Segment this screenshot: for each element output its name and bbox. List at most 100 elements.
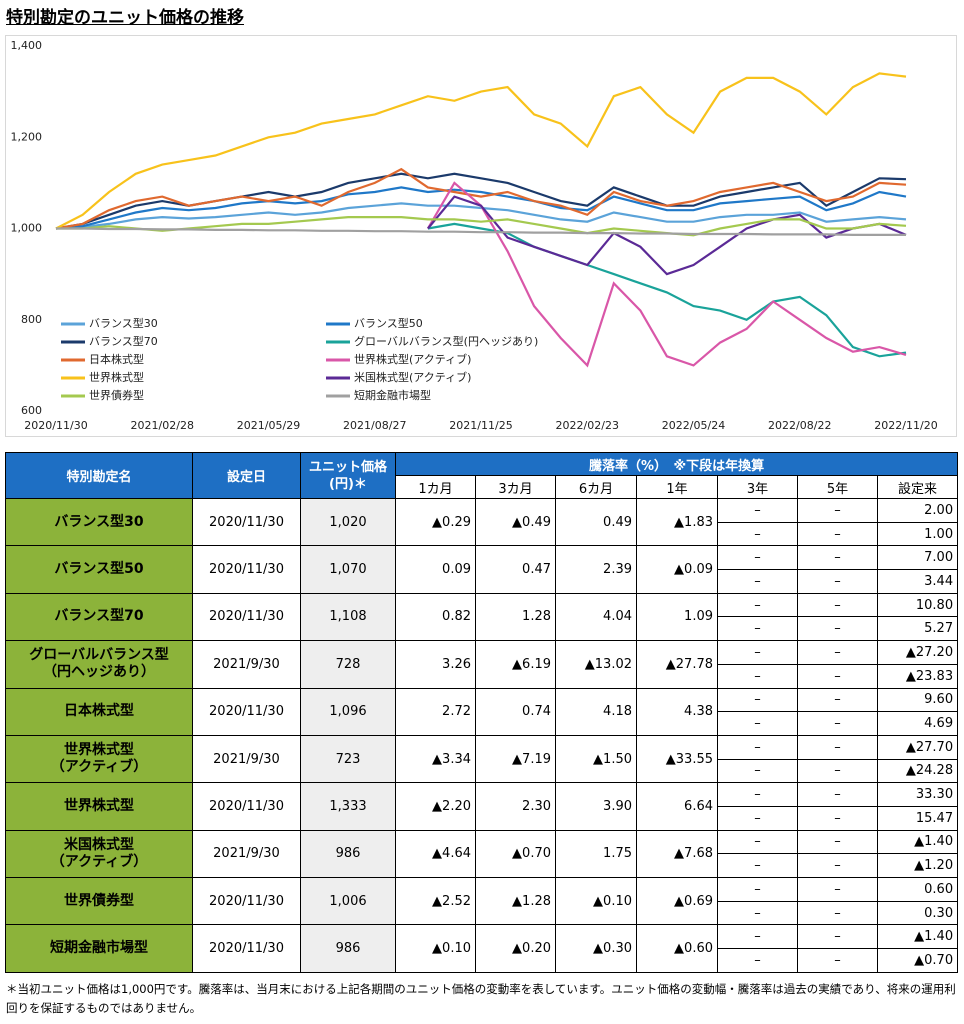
return-cell: ▲0.69 — [636, 876, 718, 926]
since-inception-cell: ▲27.70 — [876, 734, 959, 760]
five-year-cell: – — [797, 829, 878, 855]
subheader-cell: 1カ月 — [395, 475, 476, 499]
since-inception-cell: ▲1.20 — [876, 853, 959, 878]
return-cell: 2.30 — [475, 782, 556, 831]
subheader-cell: 3年 — [717, 475, 798, 499]
header-cell: 設定日 — [192, 452, 301, 499]
three-year-cell: – — [717, 853, 798, 878]
fund-name-line: （アクティブ） — [50, 759, 148, 776]
table-row: – –5.27 — [6, 616, 959, 642]
five-year-cell: – — [797, 687, 878, 713]
five-year-cell: – — [797, 877, 878, 902]
legend-label: グローバルバランス型(円ヘッジあり) — [354, 334, 538, 348]
return-cell: ▲27.78 — [636, 640, 718, 689]
since-inception-cell: ▲24.28 — [876, 758, 959, 784]
subheader-cell: 設定来 — [876, 475, 959, 499]
x-tick-label: 2021/05/29 — [237, 419, 300, 432]
subheader-cell: 5年 — [797, 475, 878, 499]
x-tick-label: 2020/11/30 — [24, 419, 87, 432]
fund-name: 世界株式型 — [5, 782, 193, 831]
since-inception-cell: 3.44 — [876, 569, 959, 594]
return-cell: ▲0.30 — [555, 924, 637, 973]
five-year-cell: – — [797, 924, 878, 950]
return-cell: ▲0.70 — [475, 829, 556, 879]
three-year-cell: – — [717, 711, 798, 736]
five-year-cell: – — [797, 616, 878, 642]
return-cell: 3.90 — [555, 782, 637, 831]
fund-name-line: 日本株式型 — [64, 703, 134, 720]
return-cell: ▲1.28 — [475, 876, 556, 926]
five-year-cell: – — [797, 663, 878, 689]
fund-name-line: バランス型30 — [54, 513, 144, 530]
return-cell: 0.47 — [475, 545, 556, 594]
return-cell: ▲4.64 — [395, 829, 476, 879]
return-cell: 0.49 — [555, 497, 637, 547]
table-row: 短期金融市場型 2020/11/30 986 ▲0.10 ▲0.20 ▲0.30 ▲0.60… — [5, 924, 959, 973]
return-cell: 4.04 — [555, 592, 637, 642]
five-year-cell: – — [797, 734, 878, 760]
return-cell: ▲7.68 — [636, 829, 718, 879]
since-inception-cell: ▲0.70 — [876, 948, 959, 973]
start-date: 2020/11/30 — [192, 687, 301, 736]
return-cell: ▲6.19 — [475, 640, 556, 689]
fund-name: 世界株式型 （アクティブ） — [5, 734, 193, 784]
unit-price: 986 — [300, 924, 396, 973]
start-date: 2021/9/30 — [192, 734, 301, 784]
three-year-cell: – — [717, 569, 798, 594]
table-row: – –15.47 — [6, 805, 959, 831]
return-cell: 3.26 — [395, 640, 476, 689]
x-tick-label: 2022/05/24 — [662, 419, 725, 432]
five-year-cell: – — [797, 521, 878, 547]
three-year-cell: – — [717, 948, 798, 973]
five-year-cell: – — [797, 948, 878, 973]
three-year-cell: – — [717, 687, 798, 713]
three-year-cell: – — [717, 663, 798, 689]
table: 特別勘定名 設定日 ユニット価格(円)＊ 騰落率（%） ※下段は年換算 1カ月 3カ月 6カ… — [5, 452, 959, 973]
legend-label: バランス型30 — [89, 316, 158, 330]
since-inception-cell: 4.69 — [876, 711, 959, 736]
since-inception-cell: 15.47 — [876, 805, 959, 831]
table-row: バランス型50 2020/11/30 1,070 0.09 0.47 2.39 ▲0.09–… — [5, 545, 959, 594]
chart: 600 800 1,000 1,200 1,400 2020/11/30 2021/02/2… — [5, 35, 957, 437]
three-year-cell: – — [717, 877, 798, 902]
fund-name-line: 世界債券型 — [64, 892, 134, 909]
return-cell: ▲0.29 — [395, 497, 476, 547]
return-cell: ▲3.34 — [395, 734, 476, 784]
five-year-cell: – — [797, 640, 878, 665]
x-tick-label: 2022/11/20 — [874, 419, 937, 432]
start-date: 2020/11/30 — [192, 924, 301, 973]
table-row: – –0.30 — [6, 900, 959, 926]
table-row: 世界株式型 （アクティブ） 2021/9/30 723 ▲3.34 ▲7.19 ▲1.50 ▲… — [5, 734, 959, 784]
fund-name: バランス型70 — [5, 592, 193, 642]
return-cell: 1.75 — [555, 829, 637, 879]
start-date: 2020/11/30 — [192, 545, 301, 594]
legend-label: 世界株式型(アクティブ) — [354, 352, 471, 366]
since-inception-cell: 10.80 — [876, 592, 959, 618]
series-line — [55, 167, 907, 230]
unit-price: 1,108 — [300, 592, 396, 642]
y-tick-label: 1,200 — [11, 130, 43, 143]
three-year-cell: – — [717, 805, 798, 831]
return-cell: 1.09 — [636, 592, 718, 642]
x-tick-label: 2022/08/22 — [768, 419, 831, 432]
since-inception-cell: 5.27 — [876, 616, 959, 642]
five-year-cell: – — [797, 782, 878, 807]
fund-name: グローバルバランス型 （円ヘッジあり） — [5, 640, 193, 689]
three-year-cell: – — [717, 734, 798, 760]
subheader-cell: 6カ月 — [555, 475, 637, 499]
table-row: – – ▲23.83 — [6, 663, 959, 689]
since-inception-cell: 9.60 — [876, 687, 959, 713]
y-tick-label: 1,400 — [11, 39, 43, 52]
since-inception-cell: ▲23.83 — [876, 663, 959, 689]
fund-name-line: 世界株式型 — [64, 742, 134, 759]
page-title: 特別勘定のユニット価格の推移 — [6, 8, 244, 28]
three-year-cell: – — [717, 782, 798, 807]
fund-name: バランス型50 — [5, 545, 193, 594]
since-inception-cell: 0.30 — [876, 900, 959, 926]
since-inception-cell: ▲27.20 — [876, 640, 959, 665]
start-date: 2020/11/30 — [192, 592, 301, 642]
since-inception-cell: ▲1.40 — [876, 829, 959, 855]
fund-name: 日本株式型 — [5, 687, 193, 736]
header-cell: ユニット価格(円)＊ — [300, 452, 396, 499]
